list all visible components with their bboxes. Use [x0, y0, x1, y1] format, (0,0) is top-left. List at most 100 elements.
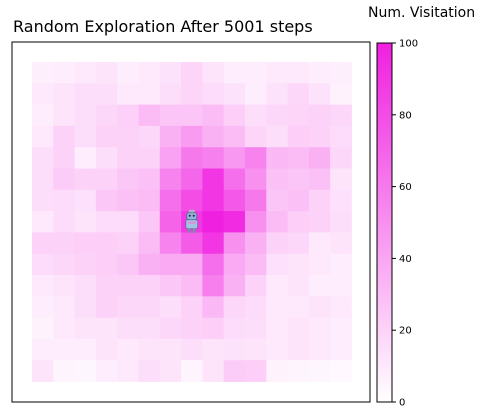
heatmap-cell — [266, 147, 288, 169]
heatmap-cell — [159, 317, 182, 340]
heatmap-cells — [32, 62, 352, 382]
heatmap-cell — [330, 147, 352, 169]
heatmap-cell — [32, 168, 54, 191]
heatmap-cell — [266, 211, 288, 233]
heatmap-cell — [245, 296, 267, 318]
heatmap-cell — [330, 232, 352, 255]
heatmap-cell — [287, 232, 310, 255]
heatmap-cell — [308, 317, 331, 340]
heatmap-cell — [95, 317, 118, 340]
heatmap-cell — [138, 83, 161, 105]
heatmap-cell — [117, 125, 139, 148]
heatmap-cell — [159, 62, 182, 84]
heatmap-cell — [266, 62, 288, 84]
heatmap-cell — [138, 232, 161, 255]
heatmap-cell — [330, 275, 352, 297]
heatmap-cell — [138, 189, 161, 212]
heatmap-cell — [32, 296, 54, 318]
heatmap-cell — [74, 275, 97, 297]
heatmap-cell — [181, 62, 203, 84]
colorbar-ticks: 0 20 40 60 80 100 — [392, 39, 418, 409]
heatmap-cell — [245, 104, 267, 127]
heatmap-cell — [202, 189, 225, 212]
heatmap-cell — [202, 211, 225, 233]
heatmap-cell — [223, 147, 246, 169]
heatmap-cell — [287, 104, 310, 127]
heatmap-cell — [95, 296, 118, 318]
heatmap-cell — [308, 232, 331, 255]
heatmap-cell — [245, 168, 267, 191]
heatmap-cell — [287, 317, 310, 340]
heatmap-cell — [287, 275, 310, 297]
heatmap-cell — [53, 62, 75, 84]
heatmap-cell — [138, 275, 161, 297]
heatmap-cell — [32, 211, 54, 233]
heatmap-cell — [117, 62, 139, 84]
heatmap-cell — [223, 104, 246, 127]
heatmap-cell — [181, 296, 203, 318]
heatmap-cell — [287, 338, 310, 361]
heatmap-cell — [245, 253, 267, 276]
chart-title: Random Exploration After 5001 steps — [13, 17, 313, 36]
heatmap-cell — [202, 360, 225, 382]
heatmap-cell — [74, 125, 97, 148]
heatmap-cell — [287, 189, 310, 212]
heatmap-cell — [95, 168, 118, 191]
heatmap-cell — [308, 296, 331, 318]
heatmap-cell — [287, 211, 310, 233]
heatmap-cell — [223, 317, 246, 340]
heatmap-cell — [223, 168, 246, 191]
plot-frame — [11, 41, 371, 403]
heatmap-cell — [245, 232, 267, 255]
heatmap-cell — [308, 62, 331, 84]
colorbar-tick-label: 100 — [399, 39, 418, 50]
heatmap-cell — [32, 104, 54, 127]
heatmap-cell — [32, 338, 54, 361]
heatmap-cell — [245, 338, 267, 361]
heatmap-cell — [202, 296, 225, 318]
heatmap-cell — [202, 232, 225, 255]
heatmap-cell — [202, 275, 225, 297]
heatmap-cell — [266, 317, 288, 340]
heatmap-cell — [95, 104, 118, 127]
heatmap-cell — [223, 83, 246, 105]
heatmap-cell — [159, 360, 182, 382]
heatmap-cell — [223, 211, 246, 233]
heatmap-cell — [181, 232, 203, 255]
heatmap-cell — [138, 147, 161, 169]
heatmap-cell — [287, 360, 310, 382]
heatmap-cell — [308, 189, 331, 212]
colorbar-tick-label: 60 — [399, 182, 412, 193]
heatmap-cell — [159, 168, 182, 191]
heatmap-cell — [266, 232, 288, 255]
heatmap-cell — [138, 360, 161, 382]
heatmap-cell — [245, 360, 267, 382]
heatmap-cell — [53, 338, 75, 361]
heatmap-cell — [138, 104, 161, 127]
heatmap-cell — [181, 317, 203, 340]
heatmap-cell — [138, 317, 161, 340]
heatmap-cell — [53, 83, 75, 105]
heatmap-cell — [159, 253, 182, 276]
heatmap-cell — [202, 125, 225, 148]
heatmap-cell — [330, 62, 352, 84]
heatmap-cell — [245, 62, 267, 84]
heatmap-cell — [308, 211, 331, 233]
heatmap-cell — [74, 232, 97, 255]
heatmap-cell — [202, 147, 225, 169]
heatmap-cell — [53, 360, 75, 382]
heatmap-cell — [181, 83, 203, 105]
heatmap-cell — [53, 211, 75, 233]
heatmap-cell — [74, 338, 97, 361]
heatmap-cell — [95, 211, 118, 233]
heatmap-cell — [32, 360, 54, 382]
heatmap-cell — [53, 104, 75, 127]
heatmap-cell — [74, 360, 97, 382]
heatmap-cell — [181, 360, 203, 382]
heatmap-cell — [53, 147, 75, 169]
heatmap-cell — [53, 253, 75, 276]
heatmap-cell — [287, 296, 310, 318]
heatmap-cell — [117, 296, 139, 318]
heatmap-cell — [159, 232, 182, 255]
heatmap-cell — [117, 253, 139, 276]
